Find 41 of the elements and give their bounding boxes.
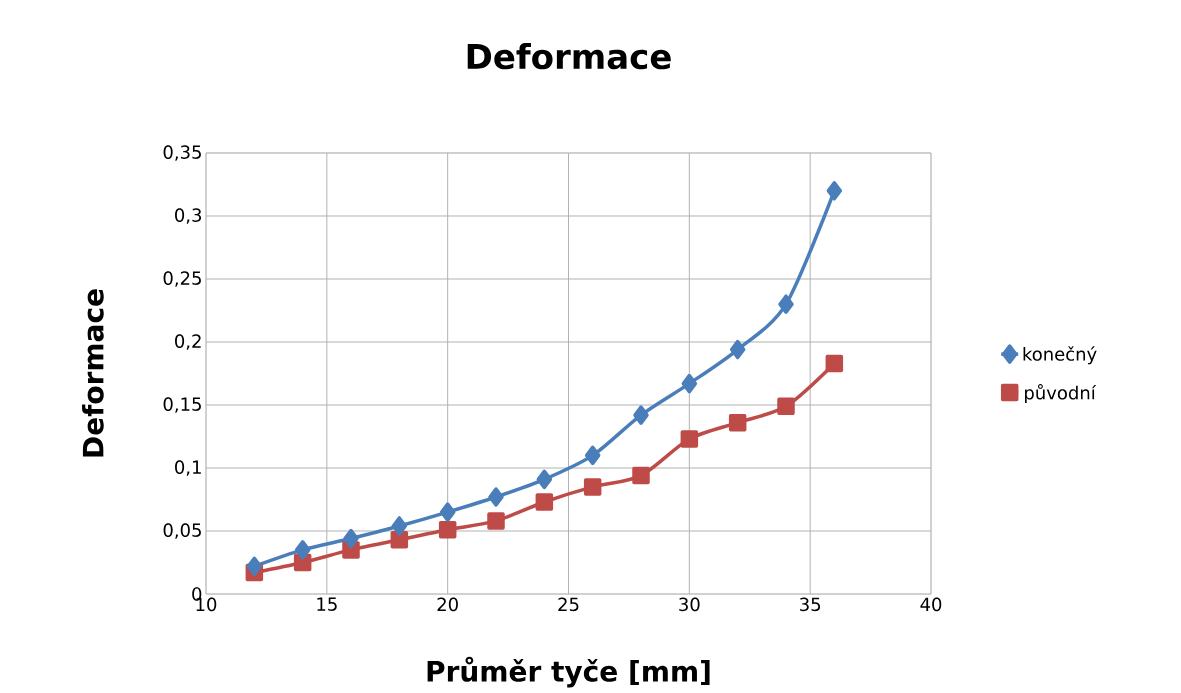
point — [246, 556, 263, 577]
point — [488, 487, 504, 507]
y-tick-label: 0,35 — [163, 145, 201, 161]
point — [438, 520, 457, 539]
point — [633, 405, 649, 425]
x-tick-label: 20 — [437, 597, 458, 612]
y-tick-label: 0,15 — [163, 397, 201, 413]
point — [778, 294, 794, 314]
x-tick-label: 15 — [317, 597, 337, 611]
point — [390, 531, 409, 549]
point — [439, 502, 456, 522]
point — [681, 373, 698, 394]
point — [487, 512, 505, 530]
x-tick-label: 25 — [558, 597, 579, 612]
x-tick-label: 30 — [679, 597, 700, 612]
y-tick-label: 0,05 — [163, 523, 201, 539]
x-tick-label: 40 — [920, 597, 942, 612]
y-axis-title: Deformace — [82, 289, 104, 457]
point — [536, 469, 553, 490]
x-tick-label: 35 — [800, 597, 821, 612]
point — [391, 516, 408, 536]
x-axis-title: Průměr tyče [mm] — [427, 656, 710, 688]
y-tick-label: 0,1 — [175, 460, 201, 476]
point — [294, 540, 311, 560]
point — [535, 493, 554, 511]
legend-label: konečný — [1023, 346, 1097, 365]
point — [777, 397, 795, 416]
point — [584, 445, 601, 466]
point — [728, 413, 747, 432]
y-tick-label: 0,2 — [175, 334, 201, 350]
point — [583, 478, 602, 496]
point — [825, 354, 844, 373]
point — [632, 466, 650, 485]
point — [343, 528, 359, 549]
chart-title: Deformace — [467, 43, 671, 70]
point — [729, 339, 746, 360]
y-tick-label: 0,3 — [175, 208, 202, 224]
point — [826, 181, 843, 201]
y-tick-label: 0,25 — [163, 271, 201, 287]
point — [680, 430, 699, 448]
legend-label: původní — [1025, 384, 1097, 404]
